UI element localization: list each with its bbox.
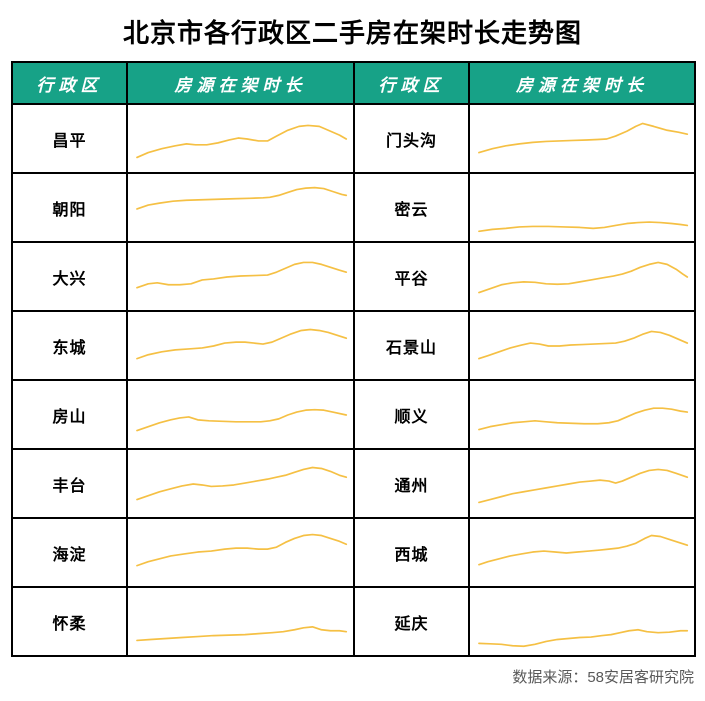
table-header-row: 行政区 房源在架时长 行政区 房源在架时长 <box>11 61 696 105</box>
table-row: 昌平 门头沟 <box>11 103 696 174</box>
sparkline-门头沟 <box>470 106 694 172</box>
sparkline-顺义 <box>470 382 694 448</box>
district-label: 平谷 <box>353 241 470 312</box>
sparkline-cell <box>126 172 355 243</box>
sparkline-平谷 <box>470 244 694 310</box>
sparkline-怀柔 <box>128 589 353 655</box>
sparkline-西城 <box>470 520 694 586</box>
sparkline-朝阳 <box>128 175 353 241</box>
sparkline-path <box>479 469 687 502</box>
sparkline-path <box>137 187 346 208</box>
sparkline-path <box>137 409 346 430</box>
sparkline-path <box>479 535 687 564</box>
district-label: 房山 <box>11 379 128 450</box>
sparkline-path <box>479 262 687 292</box>
sparkline-cell <box>468 241 696 312</box>
sparkline-path <box>137 125 346 157</box>
sparkline-path <box>479 629 687 646</box>
district-label: 顺义 <box>353 379 470 450</box>
table-row: 东城 石景山 <box>11 310 696 381</box>
table-row: 海淀 西城 <box>11 517 696 588</box>
header-duration-right: 房源在架时长 <box>468 61 696 105</box>
sparkline-东城 <box>128 313 353 379</box>
sparkline-cell <box>126 310 355 381</box>
district-label: 密云 <box>353 172 470 243</box>
trend-table: 行政区 房源在架时长 行政区 房源在架时长 昌平 门头沟朝阳 密云大兴 平谷东城 石景山… <box>11 61 696 657</box>
district-label: 通州 <box>353 448 470 519</box>
sparkline-cell <box>468 103 696 174</box>
sparkline-path <box>137 534 346 565</box>
sparkline-cell <box>126 586 355 657</box>
sparkline-path <box>137 329 346 358</box>
sparkline-通州 <box>470 451 694 517</box>
table-row: 丰台 通州 <box>11 448 696 519</box>
sparkline-path <box>479 222 687 231</box>
district-label: 延庆 <box>353 586 470 657</box>
sparkline-丰台 <box>128 451 353 517</box>
district-label: 大兴 <box>11 241 128 312</box>
district-label: 石景山 <box>353 310 470 381</box>
page-title: 北京市各行政区二手房在架时长走势图 <box>122 18 582 48</box>
district-label: 昌平 <box>11 103 128 174</box>
sparkline-cell <box>468 448 696 519</box>
table-row: 房山 顺义 <box>11 379 696 450</box>
sparkline-大兴 <box>128 244 353 310</box>
district-label: 门头沟 <box>353 103 470 174</box>
sparkline-cell <box>126 103 355 174</box>
sparkline-path <box>479 331 687 358</box>
header-district-right: 行政区 <box>353 61 470 105</box>
district-label: 海淀 <box>11 517 128 588</box>
sparkline-cell <box>126 448 355 519</box>
sparkline-path <box>137 626 346 640</box>
table-row: 朝阳 密云 <box>11 172 696 243</box>
sparkline-cell <box>468 517 696 588</box>
sparkline-延庆 <box>470 589 694 655</box>
sparkline-cell <box>468 379 696 450</box>
district-label: 朝阳 <box>11 172 128 243</box>
sparkline-cell <box>468 586 696 657</box>
header-duration-left: 房源在架时长 <box>126 61 355 105</box>
sparkline-石景山 <box>470 313 694 379</box>
sparkline-path <box>479 123 687 152</box>
sparkline-cell <box>126 517 355 588</box>
data-source-credit: 数据来源：58安居客研究院 <box>512 669 694 686</box>
header-district-left: 行政区 <box>11 61 128 105</box>
sparkline-昌平 <box>128 106 353 172</box>
sparkline-房山 <box>128 382 353 448</box>
table-row: 大兴 平谷 <box>11 241 696 312</box>
sparkline-path <box>479 408 687 429</box>
sparkline-cell <box>468 310 696 381</box>
sparkline-path <box>137 262 346 287</box>
district-label: 西城 <box>353 517 470 588</box>
sparkline-path <box>137 467 346 499</box>
district-label: 丰台 <box>11 448 128 519</box>
district-label: 东城 <box>11 310 128 381</box>
district-label: 怀柔 <box>11 586 128 657</box>
sparkline-cell <box>126 241 355 312</box>
sparkline-海淀 <box>128 520 353 586</box>
sparkline-cell <box>126 379 355 450</box>
sparkline-密云 <box>470 175 694 241</box>
table-row: 怀柔 延庆 <box>11 586 696 657</box>
sparkline-cell <box>468 172 696 243</box>
